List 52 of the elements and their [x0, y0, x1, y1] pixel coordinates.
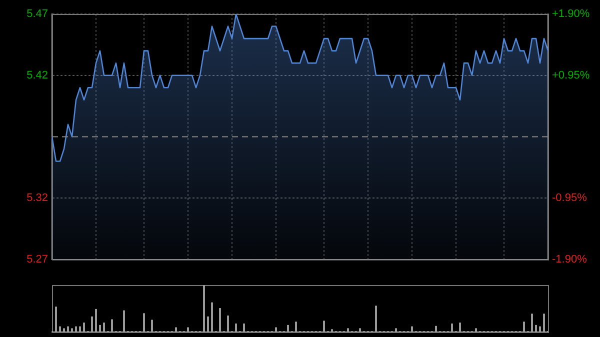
- bar: [111, 319, 113, 332]
- y2-tick-label: -0.95%: [552, 192, 588, 204]
- bar: [55, 306, 57, 332]
- bar: [75, 326, 77, 332]
- y2-tick-label: -1.90%: [552, 253, 588, 266]
- bar: [235, 324, 237, 332]
- bar: [175, 327, 177, 332]
- bar: [287, 324, 289, 332]
- bar: [275, 327, 277, 332]
- y2-tick-label: +1.90%: [552, 8, 590, 20]
- bar: [59, 326, 61, 332]
- bar: [71, 328, 73, 332]
- bar: [123, 310, 125, 332]
- bar: [187, 327, 189, 332]
- bar: [103, 322, 105, 332]
- bar: [451, 324, 453, 332]
- bar: [211, 302, 213, 332]
- y-tick-label: 5.47: [26, 8, 48, 20]
- bar: [539, 326, 541, 332]
- bar: [435, 326, 437, 332]
- bar: [79, 326, 81, 332]
- bar: [67, 326, 69, 332]
- bar: [63, 328, 65, 332]
- y2-tick-label: +0.95%: [552, 69, 590, 82]
- bar: [523, 322, 525, 332]
- bar: [227, 316, 229, 332]
- bar: [243, 324, 245, 332]
- bar: [543, 314, 545, 332]
- bar: [535, 324, 537, 332]
- bar: [347, 328, 349, 332]
- bar: [475, 328, 477, 332]
- bar: [203, 285, 205, 332]
- bar: [359, 328, 361, 332]
- bar: [395, 328, 397, 332]
- bar: [91, 316, 93, 332]
- bar: [331, 329, 333, 332]
- y-tick-label: 5.42: [26, 69, 48, 82]
- bar: [83, 322, 85, 332]
- bar: [95, 308, 97, 332]
- bar: [531, 314, 533, 332]
- bar: [99, 324, 101, 332]
- bar: [219, 308, 221, 332]
- y-tick-label: 5.27: [26, 253, 48, 266]
- bar: [295, 322, 297, 332]
- bar: [375, 306, 377, 332]
- bar: [459, 322, 461, 332]
- bar: [207, 316, 209, 332]
- bar: [143, 313, 145, 332]
- bar: [411, 326, 413, 332]
- bar: [323, 320, 325, 332]
- y-tick-label: 5.32: [26, 192, 48, 204]
- bar: [151, 320, 153, 332]
